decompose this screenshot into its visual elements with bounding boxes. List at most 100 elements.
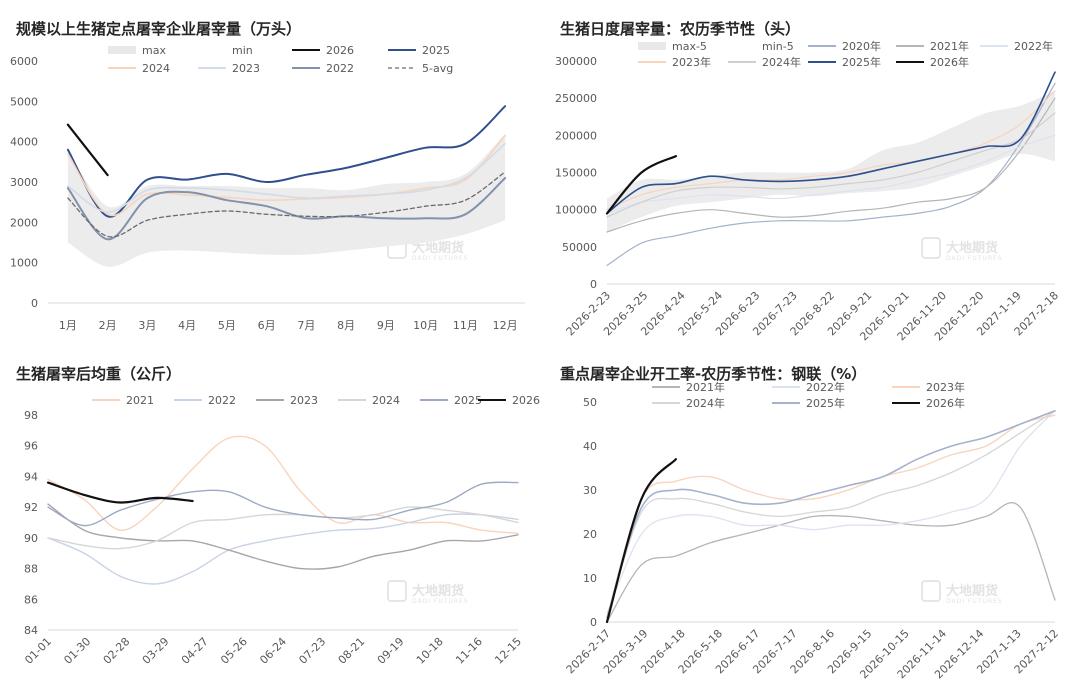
- chart-panel-operating-rate: 重点屠宰企业开工率-农历季节性：钢联（%） 0 10 20 30 40 50 2026-2-…: [540, 345, 1080, 687]
- y-tick-label: 6000: [10, 55, 38, 68]
- legend-label: 2021年: [686, 380, 725, 394]
- series-line-2025: [66, 105, 507, 218]
- legend-label: 2026: [512, 394, 540, 407]
- watermark-sub: DADI FUTURES: [946, 598, 1003, 605]
- series-line-2025年: [606, 71, 1056, 215]
- x-tick-label: 01-30: [61, 635, 93, 667]
- legend-label: max-5: [672, 40, 707, 53]
- y-tick-label: 150000: [555, 167, 597, 180]
- series-line-2022年: [606, 134, 1056, 214]
- x-tick-label: 5月: [218, 319, 236, 332]
- series-line-2026年: [605, 155, 677, 215]
- watermark-sub: DADI FUTURES: [412, 255, 469, 262]
- y-tick-label: 200000: [555, 129, 597, 142]
- y-tick-label: 5000: [10, 95, 38, 108]
- legend-label: min: [232, 44, 253, 57]
- series-line-2022: [66, 177, 507, 241]
- y-tick-label: 88: [24, 563, 38, 576]
- legend-label: 2026年: [930, 55, 969, 69]
- legend-label: 2024年: [762, 55, 801, 69]
- y-tick-label: 4000: [10, 136, 38, 149]
- legend-label: 2024: [142, 62, 170, 75]
- legend-label: 2023年: [926, 380, 965, 394]
- series-line-2022年: [606, 410, 1056, 614]
- y-tick-label: 0: [590, 278, 597, 291]
- x-tick-label: 2月: [99, 319, 117, 332]
- legend-label: 2025年: [806, 396, 845, 410]
- legend-label: 2026: [326, 44, 354, 57]
- legend-label: 2020年: [842, 39, 881, 53]
- x-tick-label: 10月: [413, 319, 438, 332]
- watermark-name: 大地期货: [946, 583, 998, 599]
- y-tick-label: 92: [24, 501, 38, 514]
- x-tick-label: 4月: [178, 319, 196, 332]
- legend-label: 2022: [208, 394, 236, 407]
- legend-label: 2024: [372, 394, 400, 407]
- legend-label: max: [142, 44, 166, 57]
- legend-label: 2026年: [926, 396, 965, 410]
- y-tick-label: 250000: [555, 92, 597, 105]
- operating-rate-chart: 010203040502026-2-172026-3-192026-4-1820…: [564, 380, 1061, 681]
- x-tick-label: 10-18: [414, 635, 446, 667]
- series-line-2025: [47, 481, 519, 527]
- watermark-logo-icon: [387, 580, 407, 602]
- y-tick-label: 2000: [10, 216, 38, 229]
- legend-swatch: [638, 42, 666, 50]
- x-tick-label: 7月: [297, 319, 315, 332]
- x-tick-label: 06-24: [257, 635, 289, 667]
- series-line-2021年: [606, 97, 1056, 233]
- series-line-2023年: [606, 414, 1056, 619]
- chart-panel-carcass-weight: 生猪屠宰后均重（公斤） 84 86 88 90 92 94 96 98 01-01 01-30 02…: [0, 345, 540, 687]
- y-tick-label: 1000: [10, 257, 38, 270]
- carcass-weight-chart: 84 86 88 90 92 94 96 98 01-01 01-30 02-28 03-29 04-2…: [22, 394, 540, 667]
- y-tick-label: 20: [583, 528, 597, 541]
- x-tick-label: 05-26: [218, 635, 250, 667]
- y-tick-label: 0: [590, 616, 597, 629]
- y-tick-label: 98: [24, 409, 38, 422]
- x-tick-label: 02-28: [101, 635, 133, 667]
- legend-label: 2023: [232, 62, 260, 75]
- watermark-name: 大地期货: [412, 583, 464, 599]
- series-line-2023: [47, 503, 519, 570]
- watermark-logo-icon: [921, 237, 941, 259]
- x-tick-label: 12月: [493, 319, 518, 332]
- x-tick-label: 07-23: [296, 635, 328, 667]
- x-tick-label: 9月: [377, 319, 395, 332]
- y-tick-label: 94: [24, 470, 38, 483]
- daily-slaughter-chart: 0 50000 100000 150000 200000 250000 300000 2026…: [555, 39, 1061, 343]
- x-tick-label: 1月: [59, 319, 77, 332]
- x-tick-label: 08-21: [336, 635, 368, 667]
- x-tick-label: 01-01: [22, 635, 54, 667]
- watermark-sub: DADI FUTURES: [946, 255, 1003, 262]
- legend-label: 2022年: [1014, 39, 1053, 53]
- legend-label: 2024年: [686, 396, 725, 410]
- y-tick-label: 0: [31, 297, 38, 310]
- y-tick-label: 100000: [555, 204, 597, 217]
- legend-label: 2023年: [672, 55, 711, 69]
- x-tick-label: 6月: [258, 319, 276, 332]
- x-tick-label: 8月: [337, 319, 355, 332]
- legend-label: 2022年: [806, 380, 845, 394]
- y-tick-label: 96: [24, 440, 38, 453]
- y-tick-label: 300000: [555, 55, 597, 68]
- legend-swatch: [108, 46, 136, 54]
- x-tick-label: 3月: [138, 319, 156, 332]
- series-line-2024年: [606, 410, 1056, 619]
- y-tick-label: 90: [24, 532, 38, 545]
- chart-title: 生猪日度屠宰量：农历季节性（头）: [560, 20, 801, 38]
- series-line-2025年: [606, 410, 1056, 619]
- series-line-2026: [46, 481, 194, 504]
- y-tick-label: 10: [583, 572, 597, 585]
- chart-title: 规模以上生猪定点屠宰企业屠宰量（万头）: [16, 20, 302, 38]
- watermark-name: 大地期货: [412, 240, 464, 256]
- series-line-2021: [47, 435, 519, 534]
- legend-label: 2021: [126, 394, 154, 407]
- series-line-2024年: [606, 112, 1056, 218]
- chart-panel-slaughter-volume: 规模以上生猪定点屠宰企业屠宰量（万头） 0 1000 2000 3000 4000 500…: [0, 0, 540, 345]
- y-tick-label: 86: [24, 593, 38, 606]
- x-tick-label: 11月: [453, 319, 478, 332]
- watermark-logo-icon: [921, 580, 941, 602]
- y-tick-label: 3000: [10, 176, 38, 189]
- x-tick-label: 09-19: [375, 635, 407, 667]
- legend-label: 2025: [422, 44, 450, 57]
